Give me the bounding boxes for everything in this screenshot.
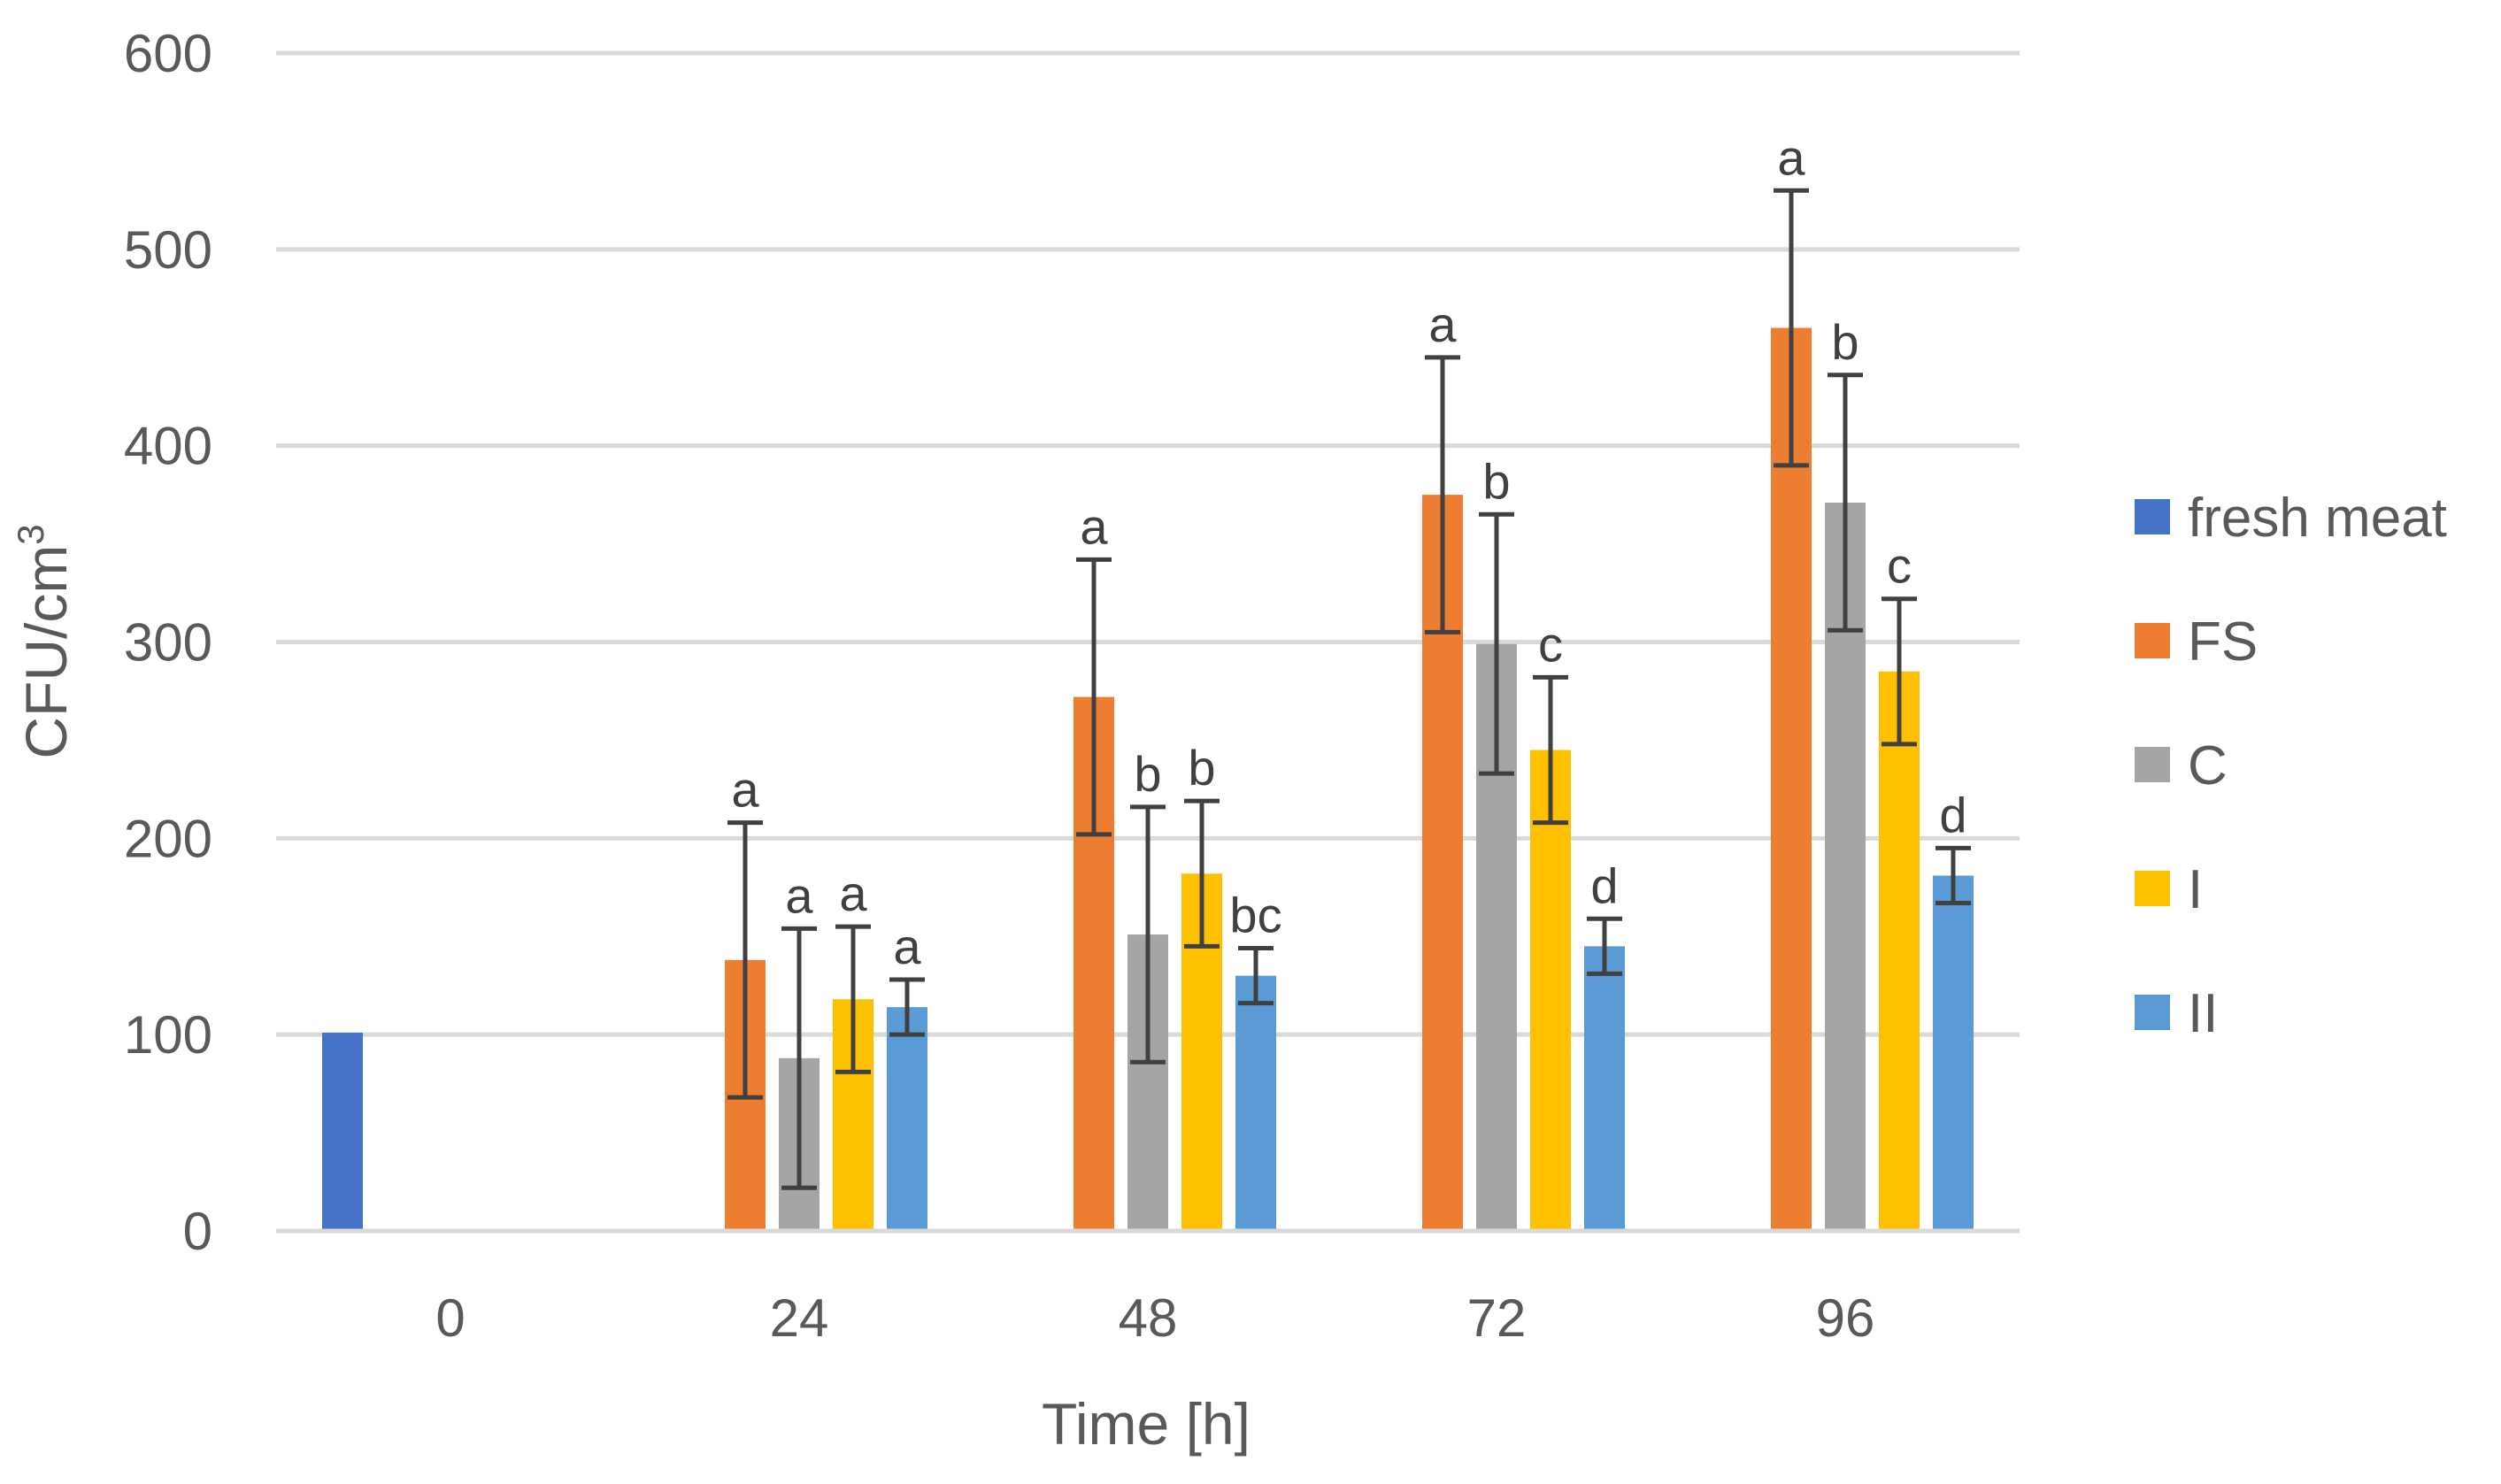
y-axis-title: CFU/cm3: [10, 524, 79, 758]
legend-label: II: [2188, 983, 2218, 1044]
significance-label: b: [1831, 314, 1858, 370]
x-tick-label: 96: [1816, 1288, 1875, 1348]
significance-label: a: [893, 919, 921, 974]
significance-label: a: [785, 867, 813, 923]
x-tick-label: 24: [770, 1288, 829, 1348]
significance-label: a: [731, 762, 759, 818]
y-tick-label: 500: [124, 220, 212, 280]
error-bar: [1130, 804, 1166, 1065]
x-tick-label: 0: [435, 1288, 465, 1348]
y-axis-title-text: CFU/cm: [13, 545, 79, 759]
significance-label: d: [1939, 787, 1966, 842]
legend-label: fresh meat: [2188, 488, 2447, 549]
significance-label: b: [1134, 746, 1161, 802]
error-bar: [889, 977, 925, 1037]
error-bar: [1774, 188, 1809, 468]
y-axis-title-superscript: 3: [10, 524, 51, 544]
y-tick-label: 600: [124, 24, 212, 83]
bar-ii-48: [1235, 975, 1276, 1231]
y-tick-label: 200: [124, 809, 212, 868]
error-bars: [727, 188, 1971, 1190]
x-tick-label: 48: [1119, 1288, 1178, 1348]
error-bar: [1076, 557, 1112, 837]
significance-label: d: [1590, 857, 1618, 913]
y-tick-label: 100: [124, 1005, 212, 1065]
legend-swatch: [2135, 871, 2170, 906]
error-bar: [1828, 373, 1863, 633]
significance-label: a: [1428, 296, 1457, 352]
legend-item: FS: [2135, 611, 2258, 673]
significance-label: bc: [1229, 888, 1281, 943]
gridlines: [276, 50, 2020, 1037]
bar-fs-96: [1771, 327, 1812, 1232]
error-bar: [835, 924, 871, 1074]
legend-label: I: [2188, 859, 2203, 920]
legend-item: II: [2135, 983, 2218, 1044]
error-bar: [1184, 798, 1220, 949]
legend-item: fresh meat: [2135, 488, 2447, 549]
significance-label: a: [839, 865, 867, 921]
legend-label: C: [2188, 735, 2228, 796]
y-axis-tick-labels: 0 100 200 300 400 500 600: [124, 24, 212, 1261]
significance-label: c: [1887, 538, 1912, 594]
significance-label: a: [1080, 498, 1108, 554]
error-bar: [1935, 845, 1971, 906]
x-axis-title: Time [h]: [1042, 1391, 1250, 1457]
legend-label: FS: [2188, 611, 2258, 673]
error-bar: [1533, 674, 1568, 826]
bar-ii-24: [887, 1007, 927, 1231]
significance-label: a: [1777, 129, 1805, 185]
bars: [322, 327, 1974, 1232]
significance-label: b: [1188, 740, 1215, 796]
bar-ii-72: [1584, 946, 1625, 1231]
error-bar: [1425, 355, 1460, 634]
legend-swatch: [2135, 499, 2170, 534]
x-tick-label: 72: [1467, 1288, 1527, 1348]
error-bar: [1882, 596, 1917, 747]
x-axis-tick-labels: 0 24 48 72 96: [435, 1288, 1874, 1348]
y-tick-label: 400: [124, 417, 212, 476]
y-tick-label: 0: [183, 1202, 212, 1261]
y-tick-label: 300: [124, 613, 212, 673]
legend-swatch: [2135, 995, 2170, 1030]
error-bar: [1479, 511, 1514, 776]
error-bar: [781, 926, 817, 1190]
error-bar: [1238, 946, 1274, 1006]
bar-i-96: [1879, 671, 1920, 1231]
legend-item: C: [2135, 735, 2228, 796]
bar-ii-96: [1933, 875, 1974, 1231]
legend-swatch: [2135, 623, 2170, 658]
legend-swatch: [2135, 747, 2170, 782]
error-bar: [727, 820, 763, 1100]
error-bar: [1587, 916, 1622, 976]
significance-label: c: [1538, 616, 1563, 672]
bar-fresh-meat-0: [322, 1032, 363, 1231]
significance-label: b: [1482, 453, 1510, 509]
legend-item: I: [2135, 859, 2203, 920]
bar-i-72: [1530, 750, 1571, 1231]
